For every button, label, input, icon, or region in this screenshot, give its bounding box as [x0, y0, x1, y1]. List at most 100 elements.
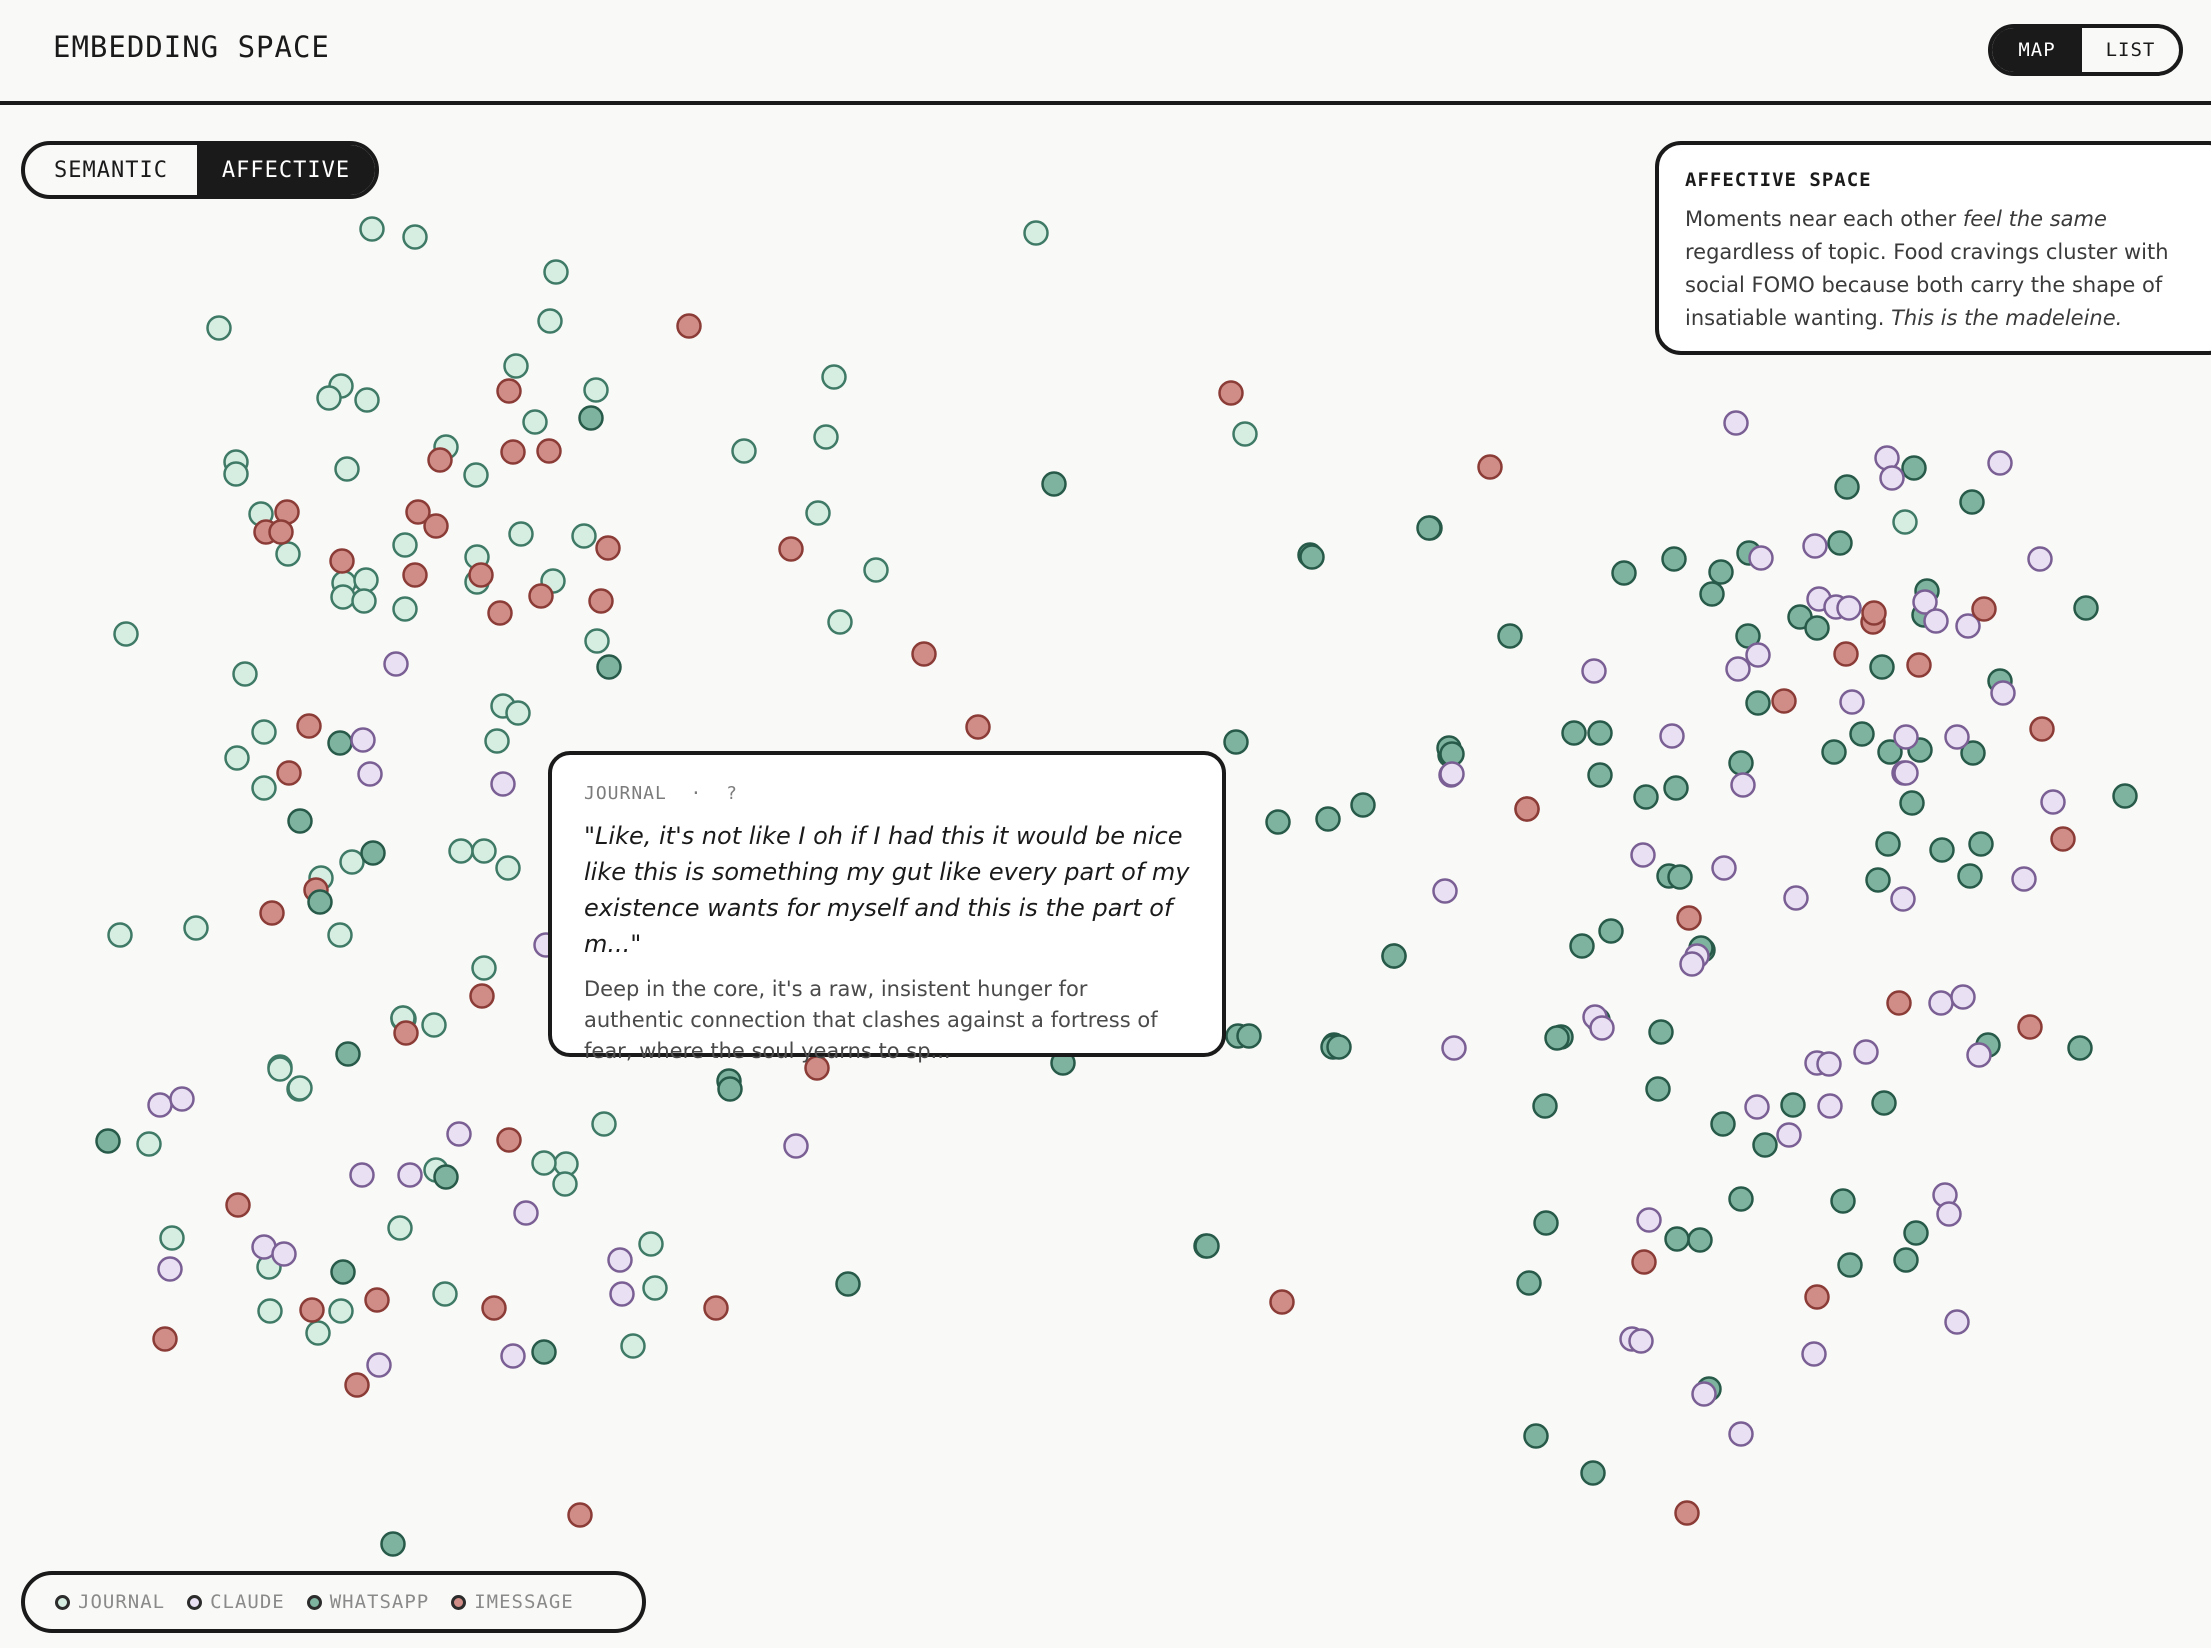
point-whatsapp[interactable] [2073, 595, 2099, 621]
point-imessage[interactable] [2050, 826, 2076, 852]
point-imessage[interactable] [911, 641, 937, 667]
point-journal[interactable] [821, 364, 847, 390]
point-journal[interactable] [353, 567, 379, 593]
point-journal[interactable] [552, 1171, 578, 1197]
legend-item-whatsapp[interactable]: WHATSAPP [306, 1591, 430, 1613]
point-whatsapp[interactable] [1648, 1019, 1674, 1045]
point-journal[interactable] [495, 855, 521, 881]
point-journal[interactable] [392, 532, 418, 558]
point-whatsapp[interactable] [95, 1128, 121, 1154]
point-imessage[interactable] [427, 447, 453, 473]
point-whatsapp[interactable] [1708, 559, 1734, 585]
point-whatsapp[interactable] [1728, 750, 1754, 776]
point-whatsapp[interactable] [330, 1259, 356, 1285]
point-journal[interactable] [392, 596, 418, 622]
point-claude[interactable] [1990, 680, 2016, 706]
point-imessage[interactable] [676, 313, 702, 339]
point-journal[interactable] [1023, 220, 1049, 246]
point-journal[interactable] [251, 719, 277, 745]
point-imessage[interactable] [225, 1192, 251, 1218]
point-imessage[interactable] [364, 1287, 390, 1313]
embedding-map[interactable] [0, 105, 2211, 1648]
point-journal[interactable] [505, 700, 531, 726]
point-claude[interactable] [1936, 1201, 1962, 1227]
point-journal[interactable] [1232, 421, 1258, 447]
point-journal[interactable] [731, 438, 757, 464]
point-claude[interactable] [1853, 1039, 1879, 1065]
point-whatsapp[interactable] [1523, 1423, 1549, 1449]
point-whatsapp[interactable] [1957, 863, 1983, 889]
point-whatsapp[interactable] [1544, 1025, 1570, 1051]
point-claude[interactable] [1987, 450, 2013, 476]
point-journal[interactable] [287, 1075, 313, 1101]
point-journal[interactable] [316, 385, 342, 411]
point-journal[interactable] [583, 377, 609, 403]
point-journal[interactable] [402, 224, 428, 250]
point-whatsapp[interactable] [433, 1164, 459, 1190]
point-journal[interactable] [251, 775, 277, 801]
point-claude[interactable] [147, 1092, 173, 1118]
point-whatsapp[interactable] [578, 405, 604, 431]
point-journal[interactable] [387, 1215, 413, 1241]
point-journal[interactable] [232, 661, 258, 687]
point-whatsapp[interactable] [1223, 729, 1249, 755]
point-claude[interactable] [169, 1086, 195, 1112]
point-whatsapp[interactable] [1745, 690, 1771, 716]
point-imessage[interactable] [344, 1372, 370, 1398]
point-imessage[interactable] [496, 378, 522, 404]
point-claude[interactable] [1817, 1093, 1843, 1119]
point-imessage[interactable] [1676, 905, 1702, 931]
point-claude[interactable] [397, 1162, 423, 1188]
point-claude[interactable] [1636, 1207, 1662, 1233]
point-claude[interactable] [2027, 546, 2053, 572]
point-whatsapp[interactable] [1821, 739, 1847, 765]
point-claude[interactable] [1890, 886, 1916, 912]
point-claude[interactable] [1944, 724, 1970, 750]
point-imessage[interactable] [965, 714, 991, 740]
point-journal[interactable] [328, 1298, 354, 1324]
point-journal[interactable] [463, 462, 489, 488]
point-claude[interactable] [1923, 608, 1949, 634]
point-whatsapp[interactable] [1959, 489, 1985, 515]
point-claude[interactable] [1748, 545, 1774, 571]
point-whatsapp[interactable] [596, 654, 622, 680]
point-claude[interactable] [271, 1241, 297, 1267]
point-claude[interactable] [500, 1343, 526, 1369]
point-claude[interactable] [1776, 1122, 1802, 1148]
point-whatsapp[interactable] [1587, 720, 1613, 746]
legend-item-journal[interactable]: JOURNAL [55, 1591, 165, 1613]
point-claude[interactable] [1950, 984, 1976, 1010]
point-claude[interactable] [1659, 723, 1685, 749]
point-journal[interactable] [206, 315, 232, 341]
point-claude[interactable] [1879, 465, 1905, 491]
point-imessage[interactable] [500, 439, 526, 465]
point-whatsapp[interactable] [1901, 455, 1927, 481]
point-imessage[interactable] [481, 1295, 507, 1321]
point-journal[interactable] [471, 838, 497, 864]
point-whatsapp[interactable] [287, 808, 313, 834]
point-whatsapp[interactable] [380, 1531, 406, 1557]
point-whatsapp[interactable] [327, 730, 353, 756]
map-view-button[interactable]: MAP [1992, 28, 2082, 72]
point-journal[interactable] [863, 557, 889, 583]
point-journal[interactable] [503, 353, 529, 379]
point-journal[interactable] [339, 849, 365, 875]
point-claude[interactable] [1725, 656, 1751, 682]
point-imessage[interactable] [329, 548, 355, 574]
point-imessage[interactable] [567, 1502, 593, 1528]
point-whatsapp[interactable] [1326, 1034, 1352, 1060]
point-journal[interactable] [223, 461, 249, 487]
point-imessage[interactable] [405, 499, 431, 525]
point-claude[interactable] [1723, 410, 1749, 436]
point-journal[interactable] [813, 424, 839, 450]
point-whatsapp[interactable] [1699, 581, 1725, 607]
point-whatsapp[interactable] [1929, 837, 1955, 863]
point-journal[interactable] [183, 915, 209, 941]
point-imessage[interactable] [1269, 1289, 1295, 1315]
point-journal[interactable] [351, 588, 377, 614]
point-claude[interactable] [357, 761, 383, 787]
point-claude[interactable] [350, 727, 376, 753]
point-whatsapp[interactable] [1710, 1111, 1736, 1137]
point-imessage[interactable] [536, 438, 562, 464]
point-claude[interactable] [1783, 885, 1809, 911]
